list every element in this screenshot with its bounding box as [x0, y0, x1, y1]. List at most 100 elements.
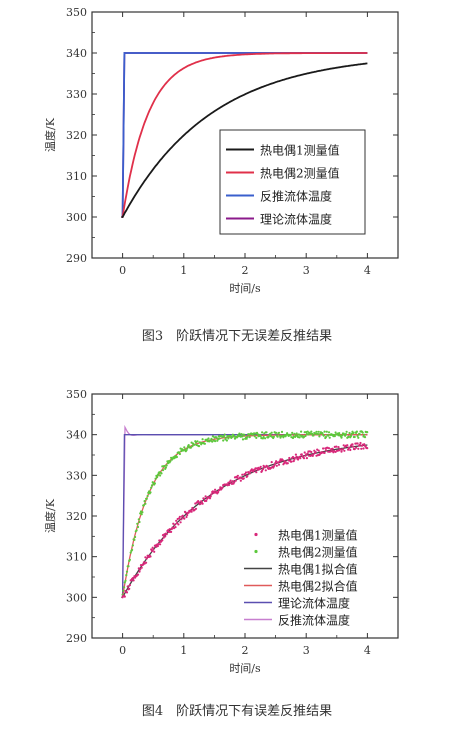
data-point — [256, 433, 259, 436]
data-point — [240, 433, 243, 436]
data-point — [272, 435, 275, 438]
data-point — [201, 502, 204, 505]
data-point — [322, 434, 325, 437]
data-point — [277, 431, 281, 434]
chart-figure-4: 290 300 310 320 330 340 350 0 1 2 3 4 时间/s 温度/K 热电偶1测量… — [43, 388, 399, 675]
data-point — [173, 523, 176, 526]
data-point — [358, 443, 361, 446]
data-point — [222, 439, 225, 442]
series-points-1 — [121, 430, 369, 596]
data-point — [143, 500, 146, 503]
y-axis-label: 温度/K — [43, 498, 57, 533]
data-point — [156, 544, 159, 548]
data-point — [289, 433, 292, 436]
legend-label: 热电偶2测量值 — [260, 166, 340, 181]
data-point — [355, 446, 358, 449]
y-tick-label: 310 — [66, 551, 87, 564]
data-point — [280, 430, 284, 433]
data-point — [215, 436, 218, 439]
data-point — [123, 595, 126, 598]
data-point — [261, 469, 264, 472]
data-point — [266, 465, 269, 468]
data-point — [363, 433, 366, 436]
data-point — [270, 431, 273, 434]
data-point — [191, 445, 194, 448]
data-point — [353, 435, 356, 439]
data-point — [255, 436, 258, 439]
legend-label: 热电偶1拟合值 — [278, 562, 358, 577]
data-point — [197, 501, 201, 504]
data-point — [360, 447, 363, 450]
data-point — [353, 448, 356, 451]
data-point — [293, 458, 296, 461]
legend-label: 热电偶1测量值 — [278, 528, 358, 543]
caption-figure-3: 图3 阶跃情况下无误差反推结果 — [141, 329, 333, 344]
data-point — [324, 435, 328, 439]
y-tick-label: 320 — [66, 129, 87, 142]
data-point — [343, 449, 346, 452]
data-point — [133, 538, 136, 541]
data-point — [344, 433, 347, 436]
data-point — [175, 455, 178, 459]
data-point — [227, 437, 230, 440]
data-point — [210, 437, 213, 440]
data-point — [316, 432, 320, 436]
data-point — [136, 522, 139, 525]
data-point — [136, 573, 140, 576]
data-point — [359, 441, 362, 445]
data-point — [245, 437, 248, 440]
x-tick-label: 0 — [119, 644, 126, 657]
data-point — [297, 458, 300, 461]
data-point — [183, 517, 186, 520]
data-point — [264, 437, 267, 440]
data-point — [141, 511, 144, 514]
data-point — [244, 471, 248, 474]
data-point — [225, 436, 228, 439]
data-point — [246, 474, 249, 477]
data-point — [351, 443, 354, 446]
data-point — [128, 587, 131, 590]
data-point — [299, 457, 302, 460]
data-point — [349, 448, 352, 452]
data-point — [123, 586, 126, 589]
data-point — [128, 558, 131, 561]
legend-box — [219, 129, 366, 235]
legend-label: 反推流体温度 — [278, 613, 350, 628]
data-point — [218, 437, 221, 440]
data-point — [356, 442, 359, 445]
data-point — [275, 464, 278, 467]
legend-label: 反推流体温度 — [260, 189, 332, 204]
data-point — [201, 438, 204, 441]
data-point — [185, 449, 188, 452]
data-point — [348, 446, 351, 449]
data-point — [300, 453, 303, 456]
data-point — [179, 521, 182, 524]
data-point — [214, 440, 217, 443]
data-point — [317, 430, 320, 433]
y-tick-label: 350 — [66, 388, 87, 401]
data-point — [127, 565, 130, 568]
data-point — [125, 574, 128, 577]
x-tick-label: 4 — [364, 644, 371, 657]
data-point — [322, 447, 325, 450]
y-tick-label: 340 — [66, 47, 87, 60]
data-point — [178, 515, 181, 518]
x-tick-label: 3 — [303, 644, 310, 657]
data-point — [281, 459, 284, 462]
data-point — [333, 435, 336, 438]
data-point — [217, 491, 220, 494]
data-point — [138, 520, 141, 524]
data-point — [128, 584, 131, 587]
series-points-0 — [121, 441, 369, 599]
caption-figure-4: 图4 阶跃情况下有误差反推结果 — [141, 704, 333, 719]
data-point — [145, 561, 148, 564]
chart-figure-3: 290 300 310 320 330 340 350 0 1 2 3 4 时间/s 温度/K 热电偶1测量… — [43, 6, 399, 295]
data-point — [340, 450, 343, 453]
data-point — [357, 447, 360, 450]
data-point — [132, 579, 135, 582]
data-point — [331, 447, 334, 450]
data-point — [131, 577, 134, 580]
data-point — [312, 453, 315, 456]
data-point — [246, 435, 249, 438]
data-point — [277, 463, 281, 466]
